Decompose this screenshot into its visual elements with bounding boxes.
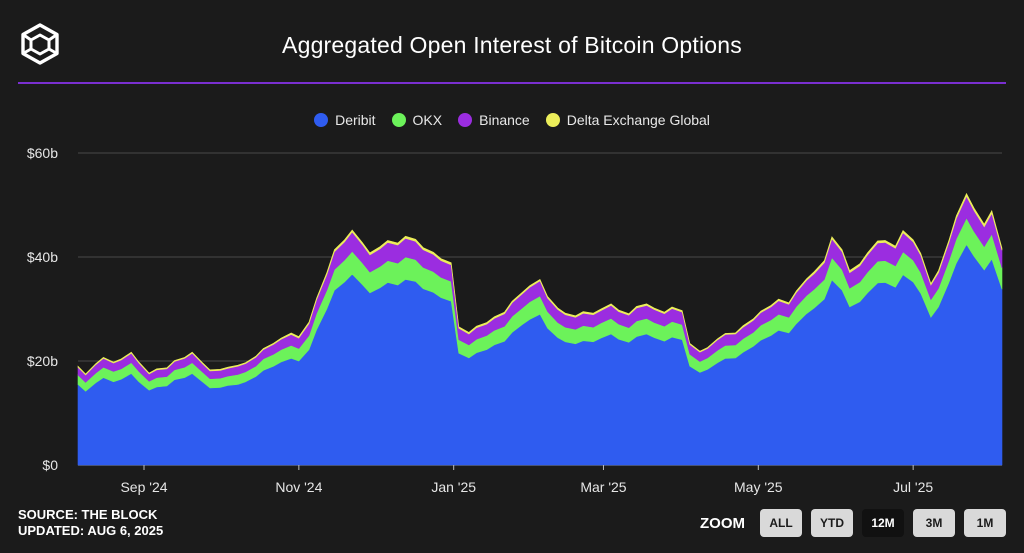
updated-text: UPDATED: AUG 6, 2025 (18, 523, 164, 538)
zoom-1m-button[interactable]: 1M (964, 509, 1006, 537)
header-divider (18, 82, 1006, 84)
legend-dot (391, 113, 406, 127)
legend-label: Deribit (335, 112, 376, 128)
legend-label: OKX (412, 112, 443, 128)
y-tick-label: $20b (27, 353, 58, 369)
x-tick-label: May '25 (734, 479, 783, 495)
legend-dot (458, 113, 473, 127)
area-series-delta-exchange-global (77, 192, 1003, 376)
legend-label: Binance (479, 112, 530, 128)
y-tick-label: $40b (27, 249, 58, 265)
legend-dot (545, 113, 560, 127)
zoom-12m-button[interactable]: 12M (862, 509, 904, 537)
y-tick-label: $0 (42, 457, 58, 473)
legend-dot (314, 113, 329, 127)
zoom-ytd-button[interactable]: YTD (811, 509, 853, 537)
y-tick-label: $60b (27, 145, 58, 161)
source-text: SOURCE: THE BLOCK (18, 507, 158, 522)
chart-title: Aggregated Open Interest of Bitcoin Opti… (282, 32, 742, 58)
x-tick-label: Nov '24 (275, 479, 322, 495)
legend-item-okx[interactable]: OKX (391, 112, 443, 128)
chart-header: Aggregated Open Interest of Bitcoin Opti… (0, 0, 1024, 84)
source-note: SOURCE: THE BLOCK UPDATED: AUG 6, 2025 (18, 507, 163, 539)
legend-item-delta-exchange[interactable]: Delta Exchange Global (545, 112, 710, 128)
x-tick-label: Sep '24 (120, 479, 167, 495)
chart-legend: Deribit OKX Binance Delta Exchange Globa… (0, 112, 1024, 128)
x-tick-label: Mar '25 (580, 479, 626, 495)
legend-item-deribit[interactable]: Deribit (314, 112, 376, 128)
legend-item-binance[interactable]: Binance (458, 112, 530, 128)
zoom-3m-button[interactable]: 3M (913, 509, 955, 537)
zoom-controls: ZOOM ALL YTD 12M 3M 1M (700, 509, 1006, 537)
zoom-label: ZOOM (700, 514, 745, 532)
the-block-logo-icon (21, 23, 59, 65)
x-tick-label: Jul '25 (893, 479, 933, 495)
zoom-all-button[interactable]: ALL (760, 509, 802, 537)
x-tick-label: Jan '25 (431, 479, 476, 495)
legend-label: Delta Exchange Global (566, 112, 710, 128)
